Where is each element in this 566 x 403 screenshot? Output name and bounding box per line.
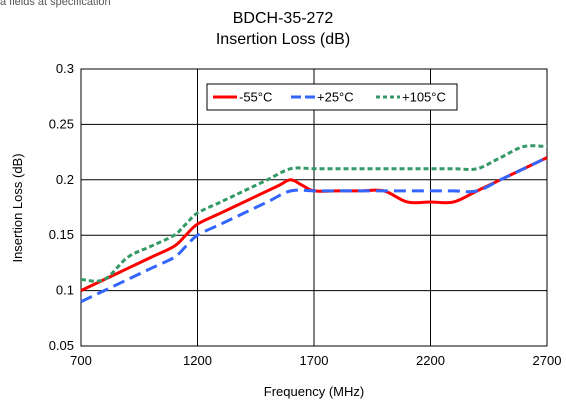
- y-tick-label: 0.05: [49, 338, 74, 353]
- x-tick-label: 1700: [300, 353, 329, 368]
- legend: -55°C +25°C +105°C: [206, 83, 458, 111]
- series-line-0: [80, 156, 548, 292]
- chart-subtitle: Insertion Loss (dB): [215, 31, 351, 48]
- x-tick-label: 700: [70, 353, 92, 368]
- y-tick-label: 0.1: [56, 283, 74, 298]
- header-fragment-text: a fields at specification: [0, 0, 111, 8]
- legend-label-2: +105°C: [402, 90, 446, 105]
- chart-title: BDCH-35-272: [232, 10, 334, 27]
- x-tick-label: 1200: [183, 353, 212, 368]
- legend-label-1: +25°C: [317, 90, 354, 105]
- y-tick-label: 0.3: [56, 61, 74, 76]
- y-tick-label: 0.25: [49, 116, 74, 131]
- x-tick-label: 2700: [533, 353, 562, 368]
- series-line-2: [80, 144, 548, 283]
- x-axis-label: Frequency (MHz): [264, 384, 364, 399]
- y-axis-label: Insertion Loss (dB): [10, 153, 25, 262]
- legend-box: [206, 83, 458, 111]
- legend-label-0: -55°C: [239, 90, 272, 105]
- y-tick-label: 0.15: [49, 227, 74, 242]
- series-line-1: [80, 156, 548, 304]
- y-tick-label: 0.2: [56, 172, 74, 187]
- x-tick-label: 2200: [416, 353, 445, 368]
